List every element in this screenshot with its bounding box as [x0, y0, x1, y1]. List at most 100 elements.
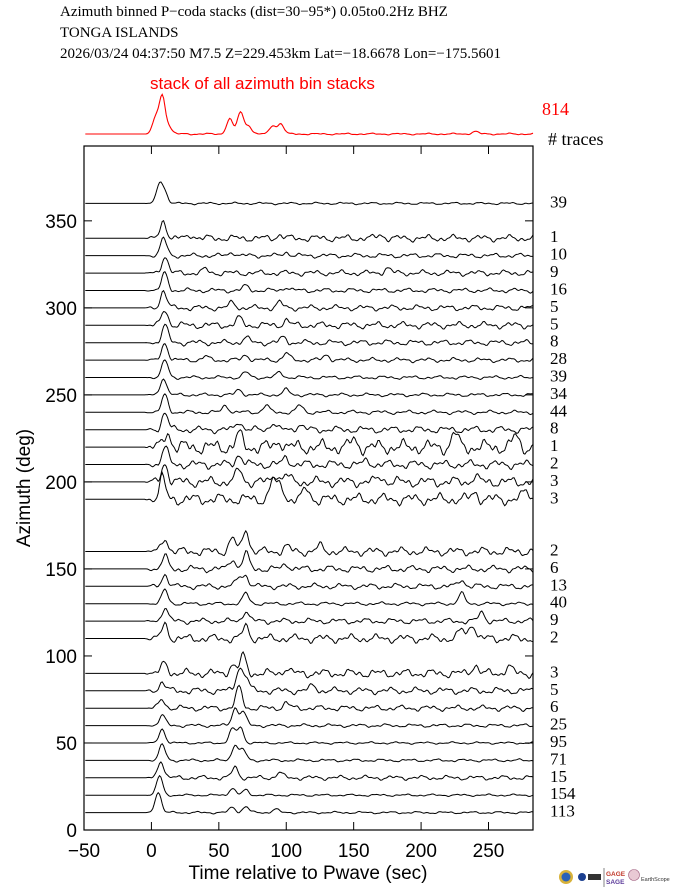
trace-az-300 [85, 289, 534, 312]
y-tick-label: 300 [45, 299, 77, 320]
trace-az-90 [85, 651, 534, 680]
trace-az-130 [85, 588, 534, 607]
trace-count: 71 [550, 749, 567, 768]
trace-count: 95 [550, 732, 567, 751]
trace-az-70 [85, 684, 534, 712]
sage-logo: SAGE [606, 879, 625, 886]
trace-count: 25 [550, 715, 567, 734]
trace-count: 3 [550, 662, 559, 681]
trace-count: 1 [550, 227, 559, 246]
trace-az-220 [85, 429, 534, 457]
trace-count: 5 [550, 680, 559, 699]
header-line-2: TONGA ISLANDS [60, 25, 178, 41]
trace-az-50 [85, 726, 534, 745]
trace-az-10 [85, 791, 534, 815]
trace-az-230 [85, 412, 534, 435]
trace-count: 9 [550, 610, 559, 629]
trace-az-330 [85, 236, 533, 259]
trace-count: 5 [550, 297, 559, 316]
x-tick-label: 50 [208, 841, 229, 862]
trace-count: 39 [550, 366, 567, 385]
trace-count: 6 [550, 558, 559, 577]
trace-count: 6 [550, 697, 559, 716]
trace-az-40 [85, 742, 534, 763]
trace-count: 2 [550, 628, 559, 647]
x-tick-label: 250 [473, 841, 505, 862]
y-tick-label: 100 [45, 647, 77, 668]
header-line-3: 2026/03/24 04:37:50 M7.5 Z=229.453km Lat… [60, 46, 501, 62]
sponsor-logos: GAGE SAGE EarthScope [559, 868, 670, 887]
trace-count: 8 [550, 419, 559, 438]
trace-az-260 [85, 359, 534, 381]
count-header: # traces [548, 129, 603, 149]
x-tick-label: 0 [146, 841, 157, 862]
trace-az-140 [85, 573, 533, 591]
trace-count: 2 [550, 541, 559, 560]
agency-logo-icon [588, 874, 601, 880]
nasa-logo-icon [578, 873, 586, 881]
trace-count: 154 [550, 784, 576, 803]
y-axis-label: Azimuth (deg) [14, 429, 35, 547]
trace-count: 113 [550, 802, 575, 821]
trace-count: 16 [550, 279, 567, 298]
stack-trace [85, 93, 534, 136]
x-axis-label: Time relative to Pwave (sec) [189, 863, 428, 884]
trace-az-150 [85, 550, 534, 574]
trace-count: 2 [550, 454, 559, 473]
y-tick-label: 50 [56, 734, 77, 755]
trace-count: 13 [550, 575, 567, 594]
header-line-1: Azimuth binned P−coda stacks (dist=30−95… [60, 4, 448, 20]
y-tick-label: 150 [45, 560, 77, 581]
trace-az-200 [85, 464, 534, 489]
trace-az-210 [85, 445, 534, 471]
y-tick-label: 350 [45, 212, 77, 233]
plot-frame [83, 145, 534, 831]
trace-count: 8 [550, 332, 559, 351]
x-tick-label: 150 [338, 841, 370, 862]
trace-az-340 [85, 219, 534, 243]
trace-count: 39 [550, 192, 567, 211]
trace-count: 9 [550, 262, 559, 281]
trace-count: 5 [550, 314, 559, 333]
x-tick-label: −50 [68, 841, 100, 862]
trace-counts: 3911091655828393444812332613409235625957… [550, 192, 576, 820]
trace-az-30 [85, 761, 534, 781]
trace-count: 3 [550, 471, 559, 490]
x-tick-label: 100 [270, 841, 302, 862]
y-tick-label: 200 [45, 473, 77, 494]
trace-count: 34 [550, 384, 568, 403]
trace-az-160 [85, 529, 534, 558]
stack-trace-group [85, 93, 534, 136]
earthscope-logo-icon [628, 869, 640, 881]
trace-az-110 [85, 621, 534, 645]
gage-logo: GAGE [606, 871, 626, 878]
x-tick-label: 200 [405, 841, 437, 862]
trace-az-280 [85, 323, 534, 347]
trace-az-320 [85, 257, 534, 277]
trace-az-270 [85, 343, 534, 364]
trace-az-310 [85, 270, 534, 294]
trace-count: 40 [550, 593, 567, 612]
trace-az-190 [85, 471, 534, 507]
trace-az-20 [85, 774, 534, 798]
trace-az-360 [85, 181, 534, 206]
trace-count: 10 [550, 245, 567, 264]
stack-count: 814 [542, 99, 569, 119]
trace-az-80 [85, 667, 534, 696]
trace-az-240 [85, 393, 534, 416]
trace-count: 44 [550, 401, 568, 420]
traces-group [85, 181, 534, 815]
y-tick-label: 0 [66, 821, 77, 842]
trace-az-60 [85, 707, 534, 729]
trace-az-290 [85, 311, 534, 330]
earthscope-logo: EarthScope [641, 877, 670, 883]
y-tick-label: 250 [45, 386, 77, 407]
trace-count: 1 [550, 436, 559, 455]
trace-count: 15 [550, 767, 567, 786]
trace-count: 3 [550, 488, 559, 507]
trace-az-250 [85, 378, 533, 398]
trace-count: 28 [550, 349, 567, 368]
stack-label: stack of all azimuth bin stacks [150, 74, 375, 93]
